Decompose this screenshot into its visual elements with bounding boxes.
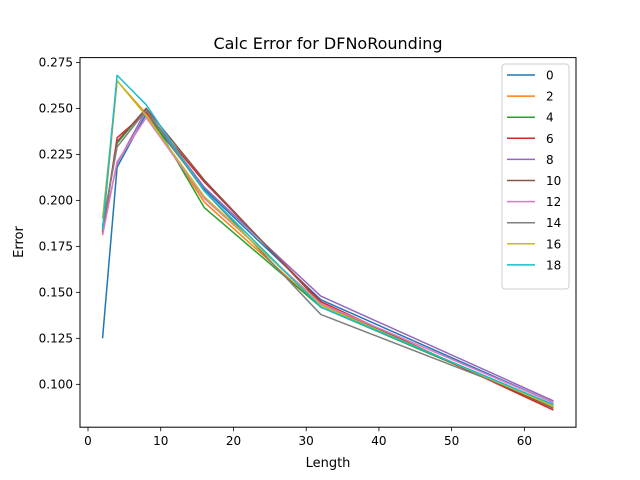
legend-label-12: 12: [546, 195, 561, 209]
y-tick-label: 0.100: [39, 378, 73, 392]
series-line-8: [101, 109, 554, 402]
y-tick-label: 0.225: [39, 148, 73, 162]
series-line-18: [101, 74, 554, 406]
legend: 0 2 4 6 8 10 12 14 16 18: [501, 63, 570, 290]
legend-label-4: 4: [546, 111, 554, 125]
x-tick-label: 10: [153, 434, 168, 448]
legend-label-14: 14: [546, 216, 561, 230]
y-tick-label: 0.125: [39, 332, 73, 346]
legend-frame: [501, 63, 570, 290]
series-line-2: [101, 80, 554, 408]
plot-area: [101, 74, 554, 411]
series-line-14: [101, 109, 554, 406]
x-tick-label: 30: [299, 434, 314, 448]
x-tick-label: 0: [84, 434, 92, 448]
series-line-10: [101, 107, 554, 409]
y-tick-label: 0.275: [39, 56, 73, 70]
x-axis: 0 10 20 30 40 50 60: [84, 427, 532, 448]
legend-label-2: 2: [546, 90, 554, 104]
x-axis-label: Length: [306, 456, 351, 471]
y-tick-label: 0.150: [39, 286, 73, 300]
chart-title: Calc Error for DFNoRounding: [213, 34, 442, 53]
y-tick-label: 0.250: [39, 102, 73, 116]
series-line-6: [101, 111, 554, 411]
legend-label-6: 6: [546, 132, 554, 146]
y-tick-label: 0.175: [39, 240, 73, 254]
series-line-12: [101, 116, 554, 404]
series-line-16: [101, 80, 554, 408]
series-line-4: [101, 107, 554, 408]
y-axis: 0.100 0.125 0.150 0.175 0.200 0.225 0.250 0.275: [39, 56, 80, 392]
y-tick-label: 0.200: [39, 194, 73, 208]
x-tick-label: 20: [226, 434, 241, 448]
legend-label-18: 18: [546, 258, 561, 272]
legend-label-10: 10: [546, 174, 561, 188]
y-axis-label: Error: [12, 226, 27, 258]
x-tick-label: 40: [371, 434, 386, 448]
legend-label-8: 8: [546, 153, 554, 167]
x-tick-label: 60: [517, 434, 532, 448]
series-line-0: [101, 113, 554, 404]
legend-label-0: 0: [546, 69, 554, 83]
axes-frame: [79, 57, 577, 428]
legend-label-16: 16: [546, 237, 561, 251]
x-tick-label: 50: [444, 434, 459, 448]
